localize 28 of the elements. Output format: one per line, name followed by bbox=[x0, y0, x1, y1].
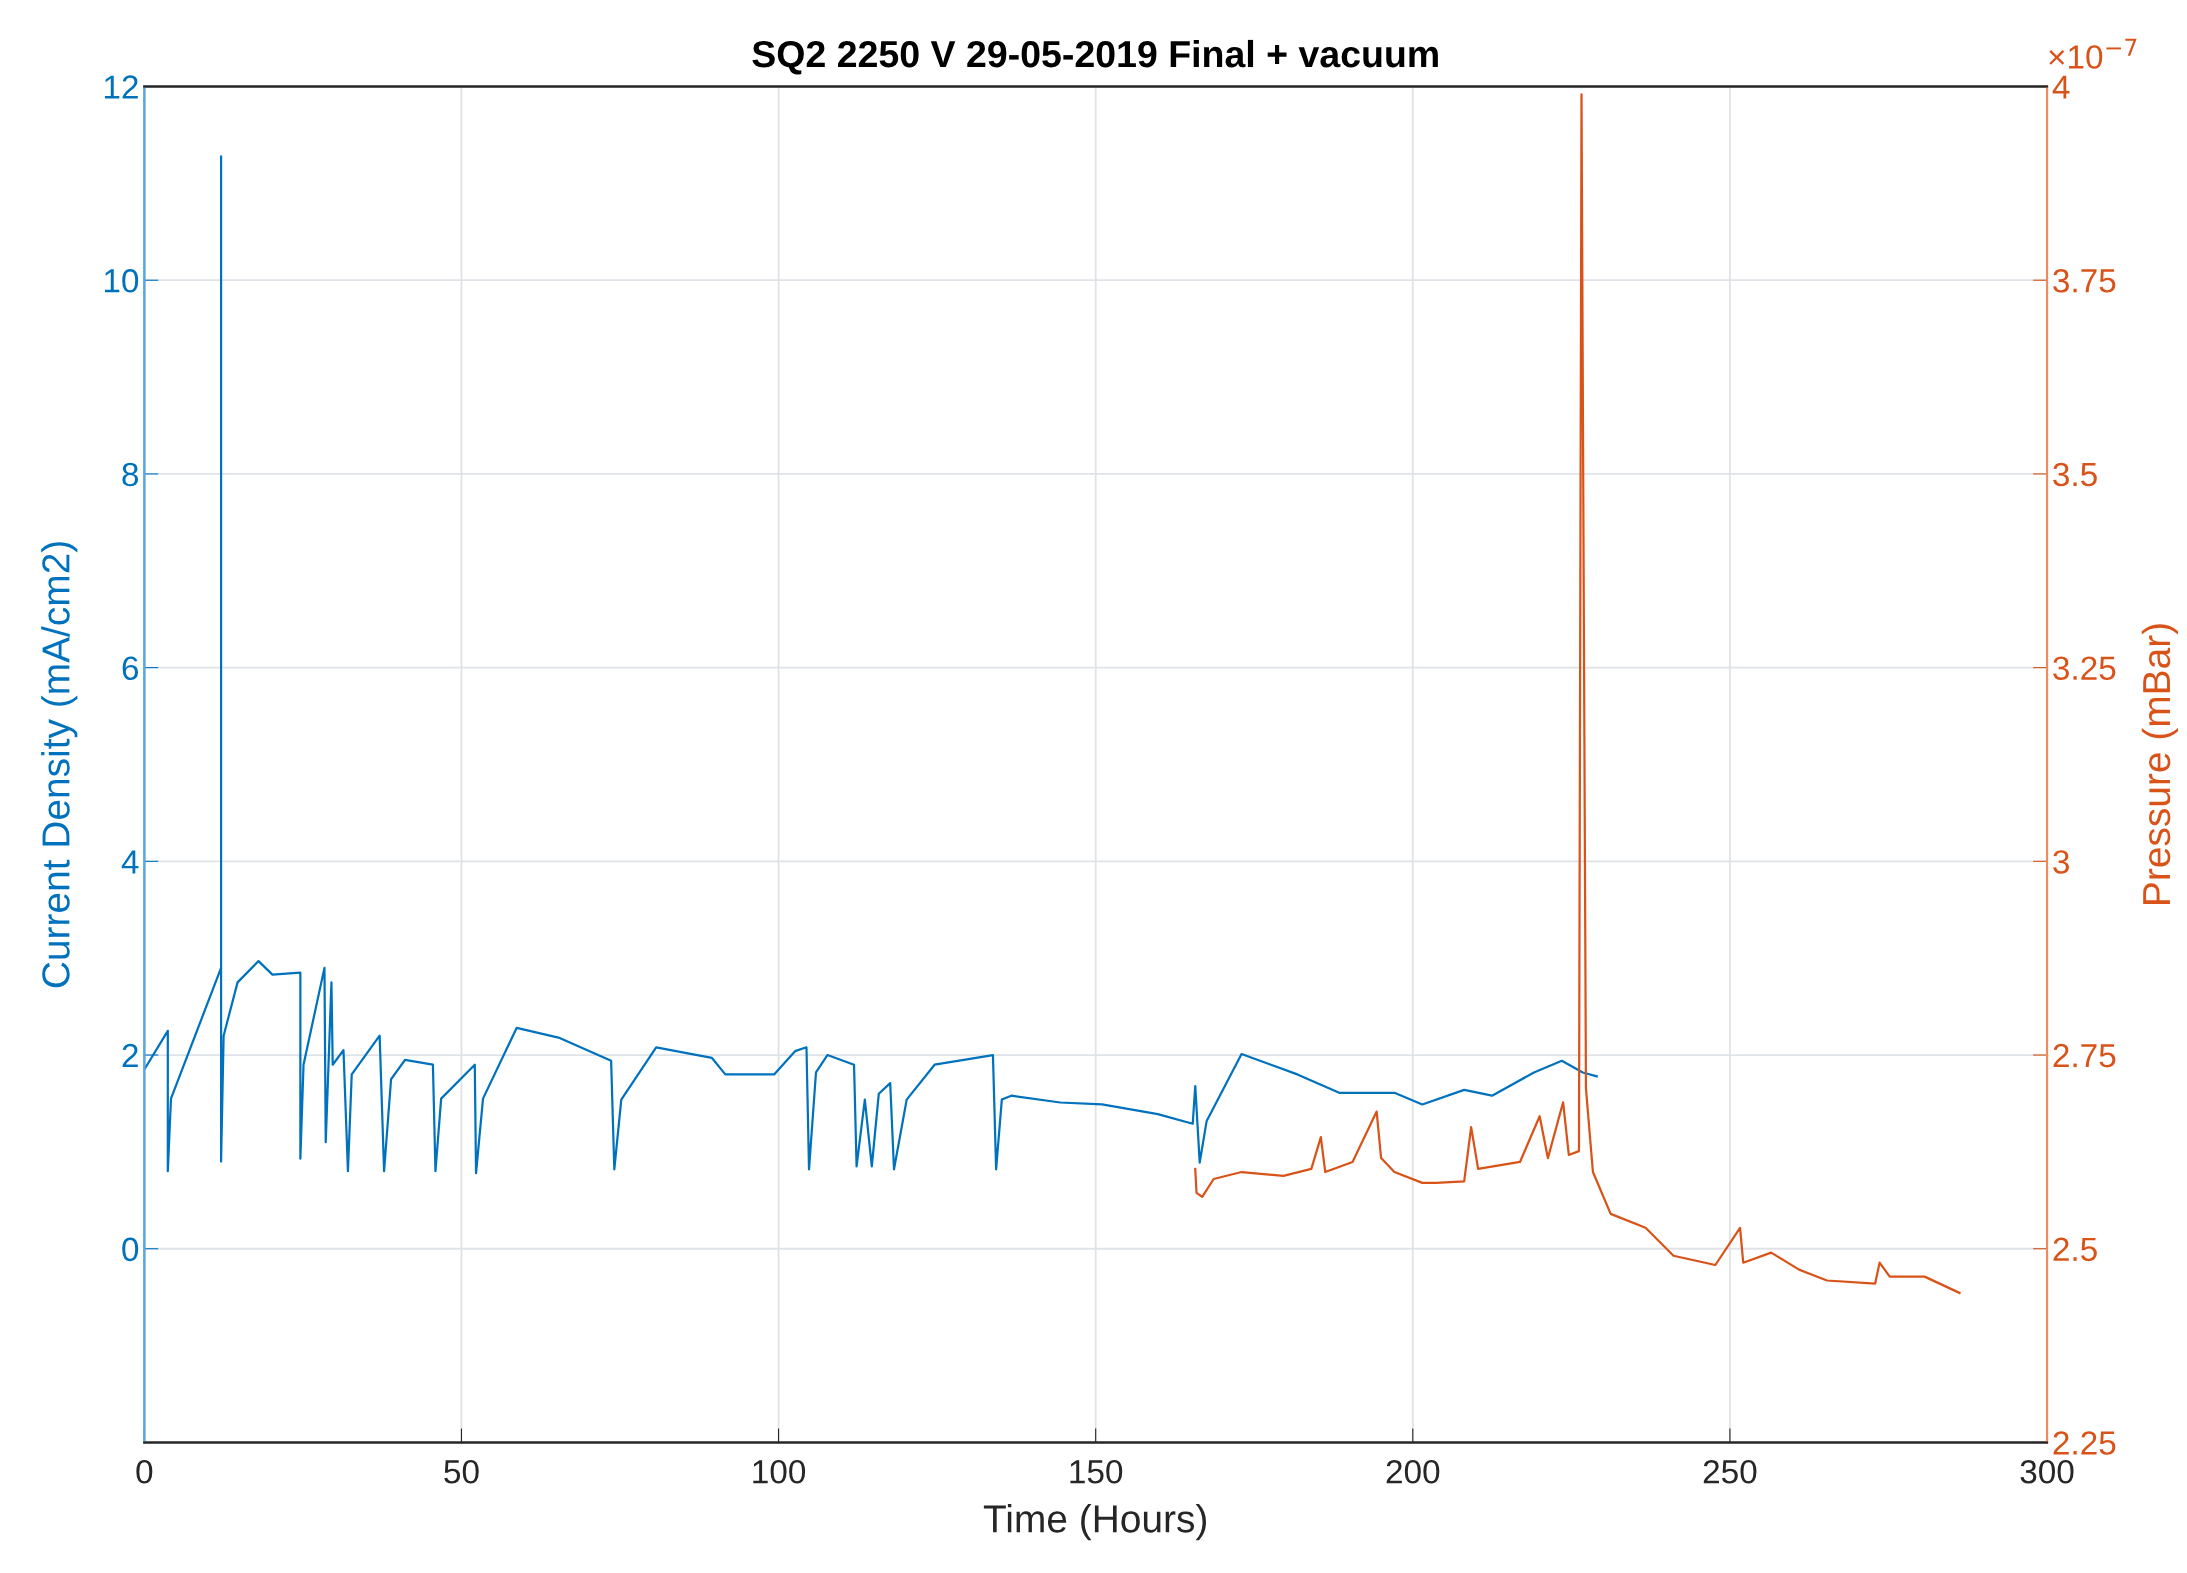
y-tick-label: 10 bbox=[104, 269, 139, 293]
x-tick-label: 150 bbox=[1070, 1459, 1123, 1484]
y2-tick-label: 2.25 bbox=[2053, 1431, 2116, 1455]
chart-title: SQ2 2250 V 29-05-2019 Final + vacuum bbox=[752, 39, 1438, 75]
x-tick-label: 200 bbox=[1386, 1459, 1440, 1484]
y2-tick-label: 3.5 bbox=[2053, 462, 2097, 487]
y-axis-title: Current Density (mA/cm2) bbox=[41, 542, 78, 988]
y2-tick-label: 3.25 bbox=[2053, 656, 2116, 681]
y-tick-label: 12 bbox=[104, 75, 138, 99]
line-series bbox=[1194, 93, 1961, 1295]
y2-tick-label: 2.75 bbox=[2053, 1043, 2116, 1068]
x-tick-label: 300 bbox=[2020, 1459, 2074, 1484]
y-tick-label: 4 bbox=[121, 850, 139, 874]
y2-tick-label: 3.75 bbox=[2053, 269, 2116, 293]
y2-tick-label: 2.5 bbox=[2053, 1237, 2097, 1262]
x-tick-label: 250 bbox=[1703, 1459, 1757, 1484]
y-tick-label: 8 bbox=[122, 462, 139, 487]
x-tick-label: 50 bbox=[444, 1459, 479, 1484]
x-tick-label: 100 bbox=[753, 1459, 806, 1484]
y-tick-label: 2 bbox=[122, 1043, 138, 1068]
line-series bbox=[144, 155, 1598, 1175]
text: ×10$^{−7}$ bbox=[2049, 38, 2137, 69]
y2-tick-label: 4 bbox=[2052, 75, 2070, 99]
y2-axis-title: Pressure (mBar) bbox=[2141, 624, 2178, 904]
y-tick-label: 0 bbox=[122, 1237, 139, 1262]
y2-tick-label: 3 bbox=[2053, 850, 2069, 874]
x-axis-title: Time (Hours) bbox=[983, 1504, 1206, 1541]
y-tick-label: 6 bbox=[122, 656, 139, 681]
